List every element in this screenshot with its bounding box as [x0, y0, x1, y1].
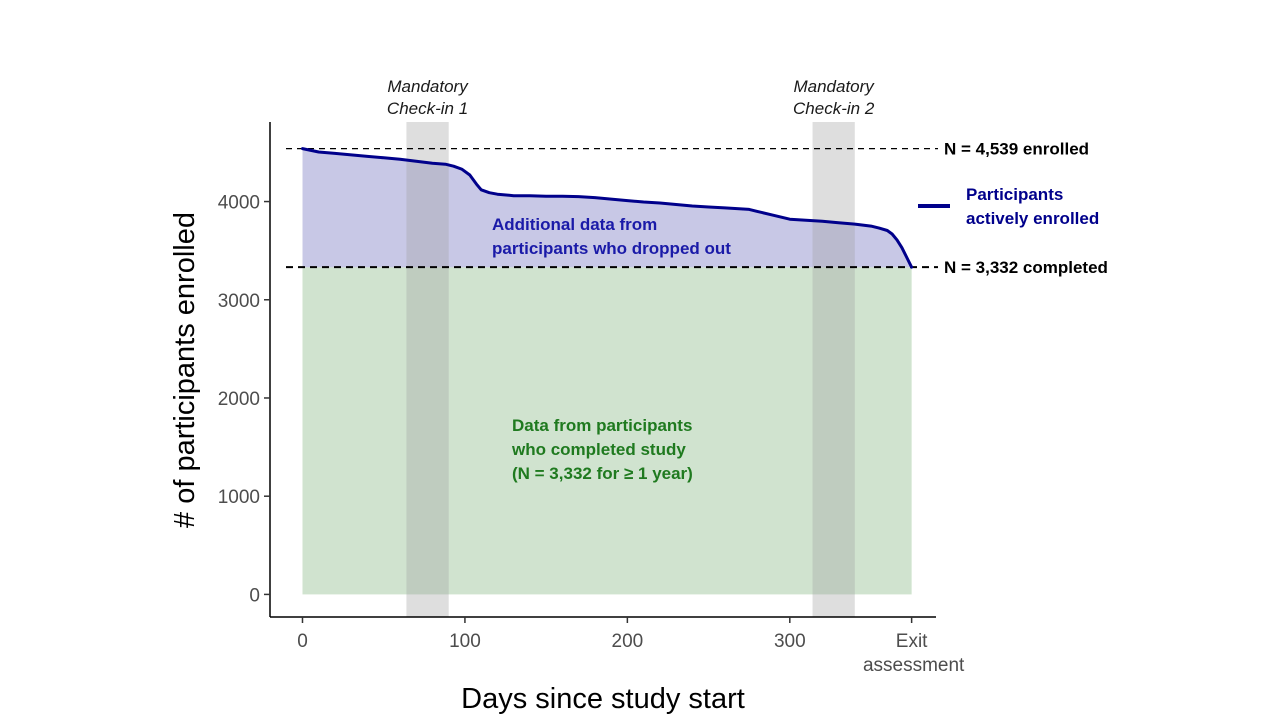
y-axis-title: # of participants enrolled	[169, 212, 201, 528]
completed-annotation: Data from participants who completed stud…	[511, 416, 693, 483]
x-tick-label-375: Exit assessment	[863, 631, 965, 676]
y-tick-label-1000: 1000	[218, 487, 260, 508]
dropped-out-annotation: Additional data from participants who dro…	[492, 215, 731, 258]
y-tick-label-0: 0	[249, 585, 260, 606]
x-tick-label-300: 300	[774, 631, 806, 652]
y-tick-label-3000: 3000	[218, 291, 260, 312]
legend-label: Participants actively enrolled	[966, 185, 1099, 228]
x-axis-title: Days since study start	[461, 683, 745, 715]
checkin-1-band	[406, 122, 449, 617]
checkin-2-band	[812, 122, 855, 617]
checkin-2-label: Mandatory Check-in 2	[793, 77, 875, 118]
reference-label-enrolled: N = 4,539 enrolled	[944, 140, 1089, 159]
y-tick-label-4000: 4000	[218, 193, 260, 214]
reference-label-completed: N = 3,332 completed	[944, 258, 1108, 277]
x-tick-label-200: 200	[612, 631, 644, 652]
enrollment-line	[301, 147, 914, 269]
x-tick-label-100: 100	[449, 631, 481, 652]
checkin-1-label: Mandatory Check-in 1	[387, 77, 469, 118]
y-tick-label-2000: 2000	[218, 389, 260, 410]
dropped-out-region	[302, 148, 912, 268]
completed-region	[302, 267, 912, 595]
x-tick-label-0: 0	[297, 631, 308, 652]
